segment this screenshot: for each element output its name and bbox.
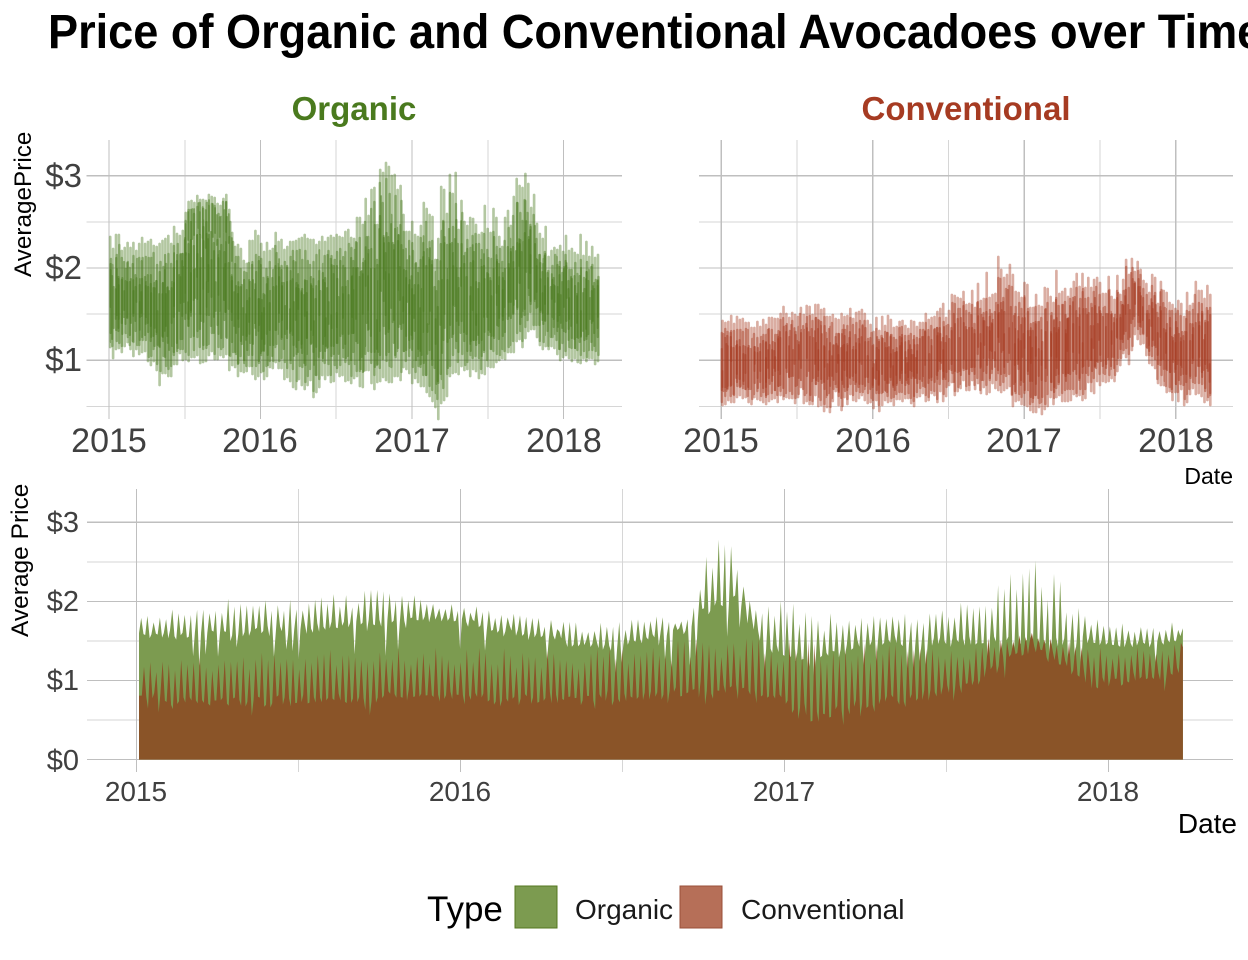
svg-text:$1: $1 [47,665,79,697]
svg-text:2017: 2017 [753,776,815,807]
svg-text:Date: Date [1184,463,1233,489]
svg-text:2016: 2016 [835,422,911,460]
svg-text:2018: 2018 [526,422,602,460]
svg-text:Conventional: Conventional [741,894,904,925]
svg-text:2017: 2017 [374,422,450,460]
svg-text:2016: 2016 [222,422,298,460]
svg-text:Conventional: Conventional [861,90,1070,127]
svg-text:Organic: Organic [575,894,673,925]
svg-text:$2: $2 [47,586,79,618]
svg-text:2016: 2016 [429,776,491,807]
svg-text:$1: $1 [45,341,82,378]
svg-text:2015: 2015 [71,422,147,460]
svg-text:2015: 2015 [105,776,167,807]
svg-text:$2: $2 [45,249,82,286]
svg-text:2017: 2017 [986,422,1062,460]
svg-text:$3: $3 [45,157,82,194]
svg-text:AveragePrice: AveragePrice [10,132,37,277]
svg-text:$3: $3 [47,507,79,539]
svg-text:2018: 2018 [1077,776,1139,807]
svg-text:Type: Type [427,890,503,929]
svg-text:Organic: Organic [292,90,417,127]
svg-text:Price of Organic and Conventio: Price of Organic and Conventional Avocad… [48,5,1248,59]
svg-text:2018: 2018 [1138,422,1214,460]
svg-text:Average Price: Average Price [7,484,34,637]
svg-text:$0: $0 [47,745,79,777]
svg-text:2015: 2015 [683,422,759,460]
svg-text:Date: Date [1178,808,1237,839]
